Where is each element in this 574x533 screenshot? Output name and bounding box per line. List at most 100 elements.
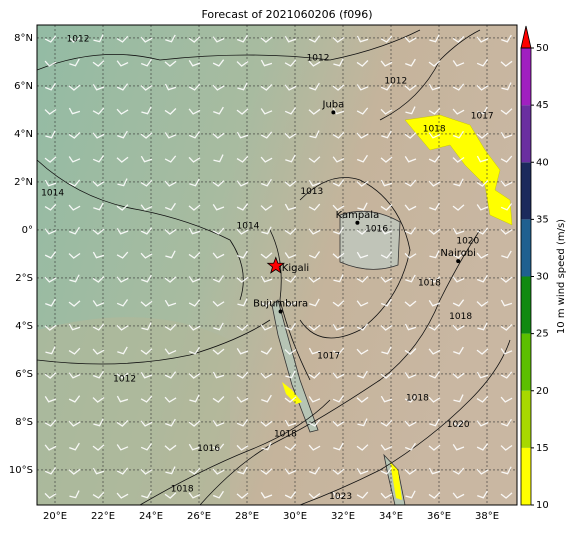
barb xyxy=(213,154,224,163)
barb xyxy=(188,299,201,307)
barb xyxy=(308,276,321,283)
barb xyxy=(236,276,249,283)
y-tick-label: 8°S xyxy=(15,417,33,428)
barb xyxy=(236,371,249,379)
barb xyxy=(116,492,129,499)
contour-label: 1018 xyxy=(449,312,472,322)
y-tick-label: 4°N xyxy=(14,129,33,140)
barb xyxy=(500,155,513,163)
barb xyxy=(380,276,393,283)
x-tick-label: 36°E xyxy=(427,511,451,522)
barb xyxy=(44,492,57,499)
barb xyxy=(380,204,393,211)
barb xyxy=(92,251,105,259)
barb xyxy=(429,34,440,43)
barb xyxy=(356,275,369,283)
barb xyxy=(356,180,369,187)
barb xyxy=(405,490,416,499)
barb xyxy=(117,346,128,355)
barb xyxy=(284,322,296,331)
barb xyxy=(69,442,80,451)
x-tick-label: 30°E xyxy=(283,511,307,522)
barb xyxy=(405,274,416,283)
barb xyxy=(236,155,249,163)
barb xyxy=(69,274,80,283)
y-tick-label: 8°N xyxy=(14,33,33,44)
barb xyxy=(501,250,512,259)
barb xyxy=(332,156,345,163)
barb xyxy=(188,204,201,211)
barb xyxy=(260,84,273,91)
barb xyxy=(236,348,249,355)
barb xyxy=(93,202,104,211)
barb xyxy=(404,468,417,475)
barb xyxy=(164,371,177,379)
barb xyxy=(261,394,272,403)
barb xyxy=(44,35,57,43)
barb xyxy=(188,467,201,475)
barb xyxy=(284,419,297,427)
barb xyxy=(428,348,441,355)
barb xyxy=(380,419,393,427)
contour-label: 1018 xyxy=(418,278,441,288)
colorbar-extend xyxy=(520,25,532,49)
barb xyxy=(404,179,417,187)
barb xyxy=(44,419,57,427)
barb xyxy=(44,228,57,235)
barb xyxy=(164,180,177,187)
barb xyxy=(284,348,297,355)
barb xyxy=(237,298,248,307)
barb xyxy=(500,60,513,67)
colorbar-tick-label: 35 xyxy=(536,214,549,225)
barb xyxy=(356,107,369,115)
barb xyxy=(308,108,321,115)
barb xyxy=(188,420,201,427)
barb xyxy=(44,372,57,379)
barb xyxy=(284,252,297,259)
barb xyxy=(333,58,344,67)
colorbar-segment xyxy=(521,276,531,334)
barb xyxy=(476,180,489,187)
barb xyxy=(44,82,56,91)
barb xyxy=(332,395,345,403)
barb xyxy=(68,252,81,259)
colorbar-tick-label: 10 xyxy=(536,500,549,511)
barb xyxy=(116,395,129,403)
barb xyxy=(380,156,393,163)
barb xyxy=(284,228,297,235)
barb xyxy=(92,396,105,403)
barb xyxy=(453,394,464,403)
contour-label: 1013 xyxy=(300,187,323,197)
barb xyxy=(188,156,201,163)
barb xyxy=(308,228,321,235)
barb xyxy=(92,60,105,67)
barb xyxy=(476,227,489,235)
barb xyxy=(44,444,57,451)
barb xyxy=(404,132,417,139)
barb xyxy=(452,36,465,43)
barb xyxy=(356,323,369,331)
barb xyxy=(428,444,441,451)
barb xyxy=(308,372,321,379)
barb xyxy=(452,299,465,307)
y-tick-label: 0° xyxy=(22,225,33,236)
colorbar-segment xyxy=(521,105,531,163)
barb xyxy=(284,443,297,451)
barb xyxy=(452,227,465,235)
barb xyxy=(284,107,297,115)
barb xyxy=(260,204,273,211)
barb xyxy=(404,395,417,403)
city-label: Kigali xyxy=(282,263,309,274)
colorbar-tick-label: 30 xyxy=(536,272,549,283)
barb xyxy=(68,84,81,91)
barb xyxy=(188,492,201,499)
colorbar-tick-label: 25 xyxy=(536,329,549,340)
barb xyxy=(476,59,489,67)
barb xyxy=(356,491,369,499)
barb xyxy=(452,60,465,67)
barb xyxy=(452,420,465,427)
colorbar-tick-label: 20 xyxy=(536,386,549,397)
barb xyxy=(357,202,368,211)
barb xyxy=(284,84,297,91)
barb xyxy=(212,84,225,91)
